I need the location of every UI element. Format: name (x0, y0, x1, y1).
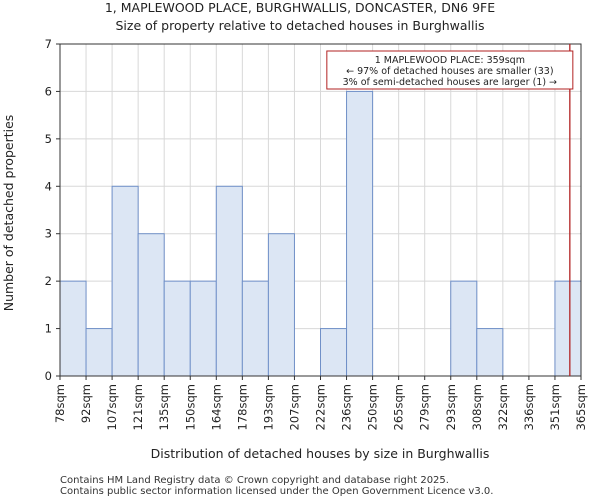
bar-3 (137, 233, 165, 377)
x-tick-label-12: 250sqm (366, 384, 380, 430)
annotation-line-3: 3% of semi-detached houses are larger (1… (343, 77, 557, 88)
bar-series (59, 90, 582, 377)
bar-16 (476, 328, 504, 377)
bar-15 (450, 280, 478, 377)
y-axis-ticks: 0 1 2 3 4 5 6 7 (45, 37, 60, 383)
y-axis-label: Number of detached properties (1, 115, 16, 312)
x-axis-ticks: 78sqm 92sqm 107sqm 121sqm 135sqm 150sqm 164sqm… (53, 376, 588, 430)
y-tick-label-1: 1 (45, 322, 52, 336)
x-tick-label-7: 178sqm (235, 384, 249, 430)
bar-19 (554, 280, 582, 377)
x-tick-label-9: 207sqm (287, 384, 301, 430)
x-tick-label-11: 236sqm (340, 384, 354, 430)
x-axis-label: Distribution of detached houses by size … (151, 446, 490, 461)
x-tick-label-13: 265sqm (392, 384, 406, 430)
x-tick-label-6: 164sqm (209, 384, 223, 430)
footer-line-1: Contains HM Land Registry data © Crown c… (60, 475, 449, 486)
y-tick-label-3: 3 (45, 227, 52, 241)
footer-line-2: Contains public sector information licen… (60, 486, 493, 497)
annotation-line-2: ← 97% of detached houses are smaller (33… (346, 66, 553, 77)
annotation-line-1: 1 MAPLEWOOD PLACE: 359sqm (375, 55, 525, 66)
x-tick-label-19: 351sqm (548, 384, 562, 430)
annotation-frame (326, 50, 574, 90)
bar-1 (85, 328, 113, 377)
y-tick-label-2: 2 (45, 274, 52, 288)
bar-2 (111, 185, 139, 377)
y-tick-label-6: 6 (45, 84, 52, 98)
x-tick-label-18: 336sqm (522, 384, 536, 430)
y-tick-label-0: 0 (45, 369, 52, 383)
bar-10 (320, 328, 348, 377)
chart-subtitle: Size of property relative to detached ho… (115, 18, 484, 33)
x-tick-label-20: 365sqm (574, 384, 588, 430)
annotation-box: 1 MAPLEWOOD PLACE: 359sqm ← 97% of detac… (326, 50, 574, 90)
x-tick-label-5: 150sqm (183, 384, 197, 430)
x-tick-label-15: 293sqm (444, 384, 458, 430)
bar-4 (163, 280, 191, 377)
bar-8 (267, 233, 295, 377)
y-tick-label-7: 7 (45, 37, 52, 51)
x-tick-label-10: 222sqm (314, 384, 328, 430)
chart-title: 1, MAPLEWOOD PLACE, BURGHWALLIS, DONCAST… (105, 0, 495, 15)
x-tick-label-17: 322sqm (496, 384, 510, 430)
x-tick-label-3: 121sqm (131, 384, 145, 430)
x-tick-label-0: 78sqm (53, 384, 67, 423)
x-tick-label-2: 107sqm (105, 384, 119, 430)
y-tick-label-5: 5 (45, 132, 52, 146)
x-tick-label-4: 135sqm (157, 384, 171, 430)
x-tick-label-16: 308sqm (470, 384, 484, 430)
x-tick-label-14: 279sqm (418, 384, 432, 430)
bar-6 (215, 185, 243, 377)
x-tick-label-8: 193sqm (261, 384, 275, 430)
bar-5 (189, 280, 217, 377)
y-tick-label-4: 4 (45, 179, 52, 193)
bar-7 (241, 280, 269, 377)
bar-11 (346, 90, 374, 377)
x-tick-label-1: 92sqm (79, 384, 93, 423)
bar-0 (59, 280, 87, 377)
